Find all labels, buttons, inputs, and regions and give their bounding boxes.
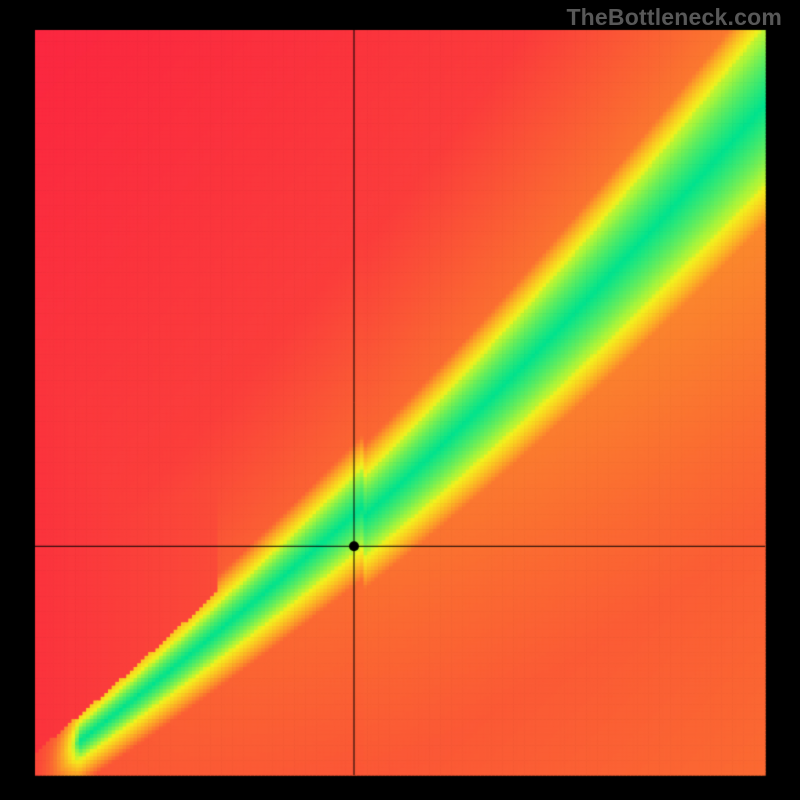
bottleneck-heatmap <box>0 0 800 800</box>
watermark-text: TheBottleneck.com <box>566 4 782 31</box>
